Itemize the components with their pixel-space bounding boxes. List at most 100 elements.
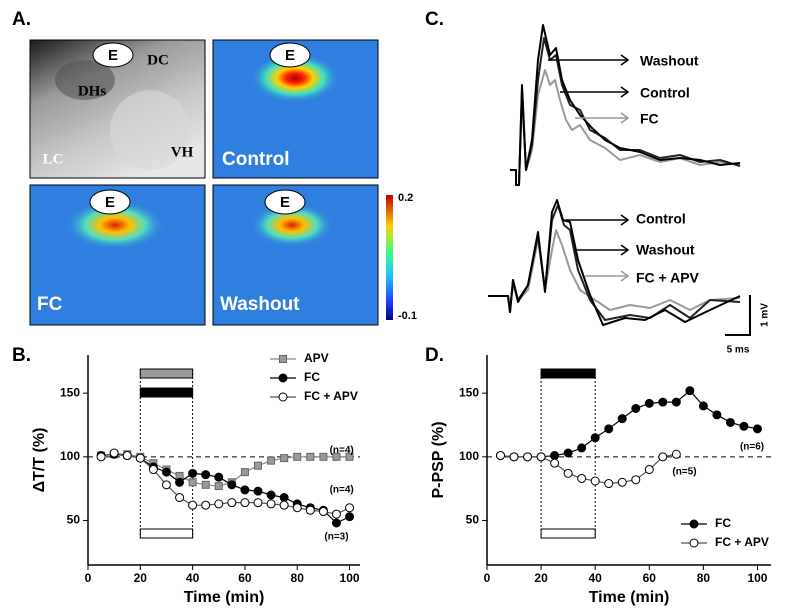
- marker: [739, 421, 749, 431]
- marker: [523, 452, 533, 462]
- marker: [509, 452, 519, 462]
- condition-label: Control: [222, 149, 290, 170]
- marker: [148, 465, 158, 475]
- series-line: [500, 389, 758, 458]
- x-tick-label: 60: [643, 571, 657, 585]
- marker: [161, 480, 171, 490]
- marker: [658, 397, 668, 407]
- marker: [319, 452, 328, 461]
- legend-label: FC + APV: [304, 389, 358, 403]
- marker: [496, 451, 506, 461]
- marker: [96, 452, 106, 462]
- marker: [266, 499, 276, 509]
- trace-label: Washout: [636, 242, 695, 258]
- trace-label: Control: [636, 211, 686, 227]
- marker: [201, 470, 211, 480]
- legend-marker: [689, 519, 699, 529]
- marker: [227, 498, 237, 508]
- colorbar-max: 0.2: [398, 192, 413, 204]
- scale-label: 1 mV: [760, 303, 771, 327]
- marker: [188, 468, 198, 478]
- trace-label: Control: [640, 85, 690, 101]
- annotation: (n=4): [330, 485, 354, 496]
- drug-bar: [540, 368, 596, 379]
- marker: [604, 424, 614, 434]
- annotation: (n=4): [330, 445, 354, 456]
- legend-label: FC: [304, 370, 320, 384]
- marker: [725, 417, 735, 427]
- marker: [201, 480, 210, 489]
- electrode-label: E: [280, 194, 290, 211]
- marker: [631, 403, 641, 413]
- x-tick-label: 40: [589, 571, 603, 585]
- region-label: DC: [147, 52, 169, 68]
- drug-bar: [139, 368, 194, 379]
- marker: [536, 452, 546, 462]
- trace-label: FC + APV: [636, 270, 700, 286]
- x-axis-label: Time (min): [589, 589, 670, 606]
- region-label: VH: [171, 144, 194, 160]
- annotation: (n=6): [740, 441, 764, 452]
- marker: [345, 452, 354, 461]
- marker: [318, 507, 328, 517]
- marker: [292, 503, 302, 513]
- marker: [279, 493, 289, 503]
- trace-label: FC: [640, 111, 659, 127]
- marker: [214, 482, 223, 491]
- y-tick-label: 50: [466, 513, 480, 527]
- x-tick-label: 0: [85, 571, 92, 585]
- marker: [345, 512, 355, 522]
- drug-bar: [139, 387, 194, 398]
- x-tick-label: 20: [134, 571, 148, 585]
- legend-label: FC: [715, 516, 731, 530]
- marker: [331, 518, 341, 528]
- marker: [122, 451, 132, 461]
- y-tick-label: 100: [60, 449, 80, 463]
- marker: [240, 468, 249, 477]
- electrode-label: E: [285, 47, 295, 64]
- marker: [280, 454, 289, 463]
- region-label: LC: [43, 151, 64, 167]
- marker: [658, 452, 668, 462]
- marker: [685, 386, 695, 396]
- panel-label: A.: [12, 9, 31, 30]
- marker: [590, 433, 600, 443]
- marker: [135, 453, 145, 463]
- marker: [227, 480, 237, 490]
- x-tick-label: 100: [747, 571, 767, 585]
- marker: [631, 475, 641, 485]
- marker: [306, 452, 315, 461]
- marker: [267, 456, 276, 465]
- y-axis-label: P-PSP (%): [430, 421, 447, 498]
- marker: [305, 505, 315, 515]
- marker: [214, 499, 224, 509]
- marker: [293, 452, 302, 461]
- marker: [175, 477, 185, 487]
- annotation: (n=5): [672, 467, 696, 478]
- marker: [175, 493, 185, 503]
- marker: [617, 414, 627, 424]
- marker: [563, 448, 573, 458]
- marker: [644, 465, 654, 475]
- marker: [671, 449, 681, 459]
- x-tick-label: 20: [534, 571, 548, 585]
- electrode-label: E: [105, 194, 115, 211]
- y-tick-label: 50: [67, 513, 81, 527]
- marker: [253, 498, 263, 508]
- arrows: [548, 54, 630, 282]
- marker: [240, 498, 250, 508]
- marker: [550, 458, 560, 468]
- traces-top: [510, 24, 741, 186]
- marker: [590, 476, 600, 486]
- condition-label: FC: [37, 294, 63, 315]
- panel-label: D.: [425, 345, 444, 366]
- annotation: (n=3): [324, 532, 348, 543]
- marker: [188, 500, 198, 510]
- marker: [712, 410, 722, 420]
- x-tick-label: 80: [697, 571, 711, 585]
- region-label: DHs: [78, 83, 107, 99]
- marker: [617, 477, 627, 487]
- colorbar: [386, 195, 393, 320]
- marker: [671, 397, 681, 407]
